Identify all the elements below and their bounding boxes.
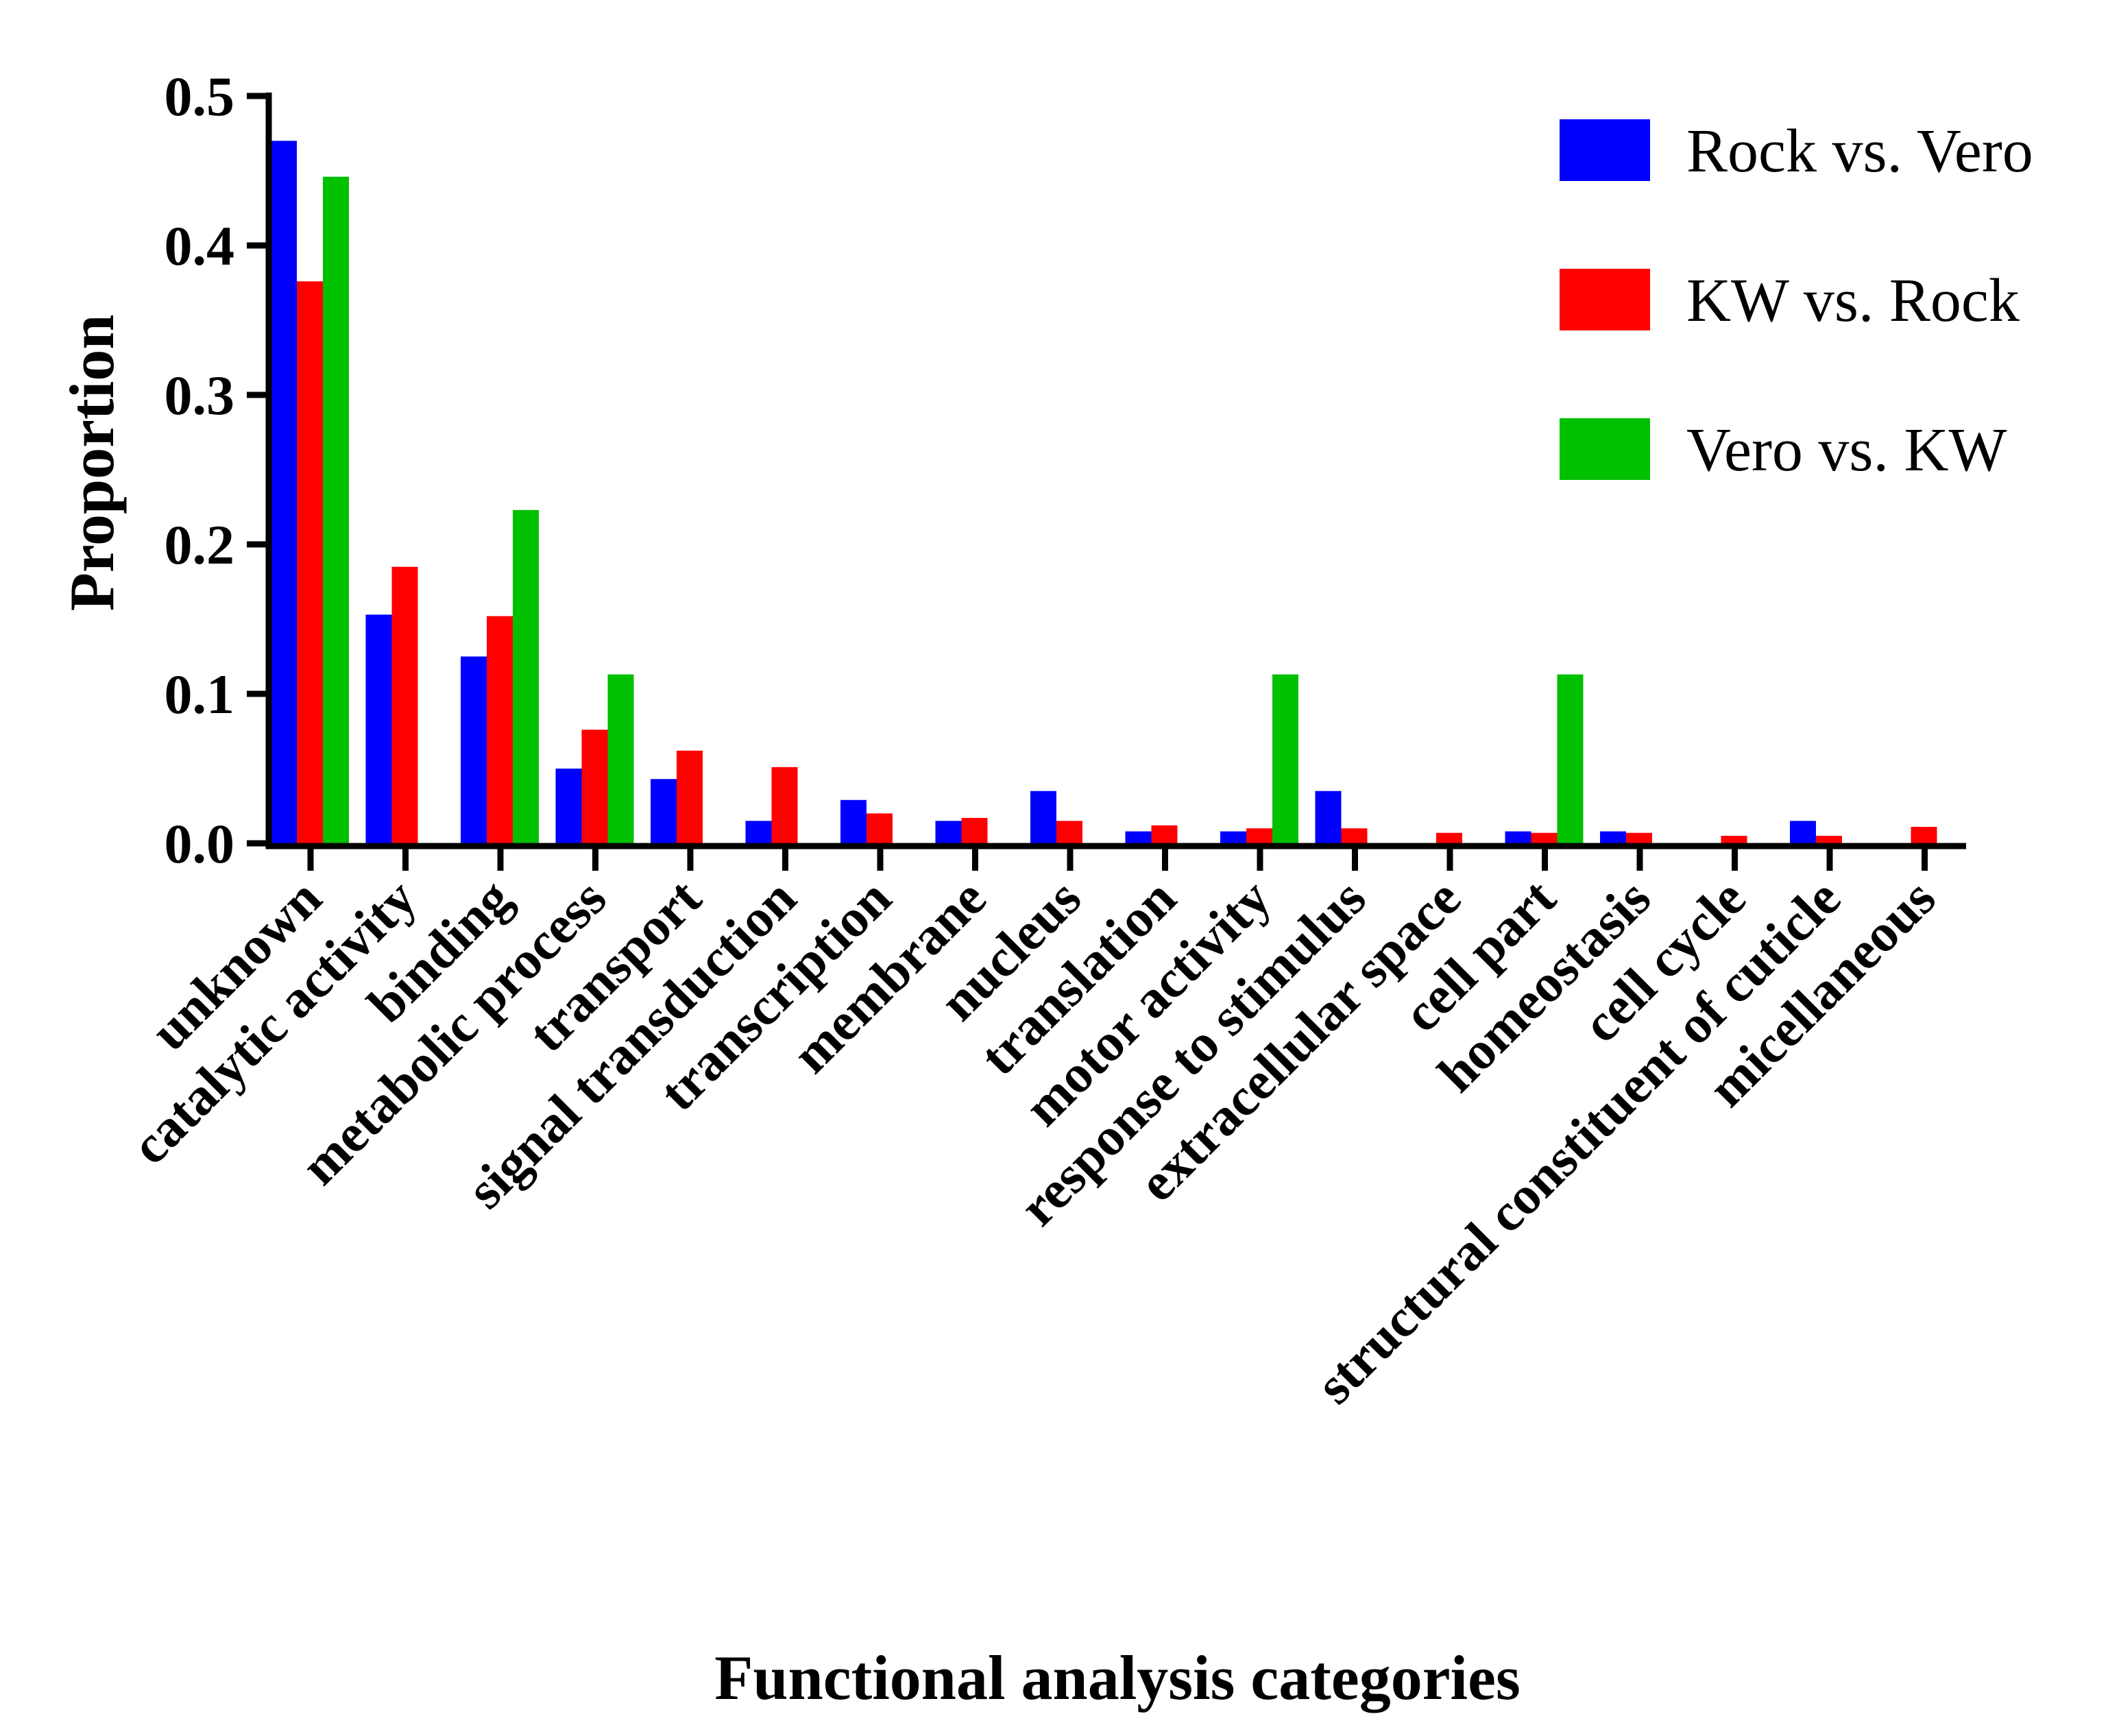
y-tick-label-0.5: 0.5: [165, 65, 235, 128]
bar-kw-vs-rock-metabolic-process: [581, 730, 608, 843]
bar-vero-vs-kw-metabolic-process: [607, 674, 634, 843]
bar-kw-vs-rock-extracellular-space: [1436, 832, 1462, 843]
bar-kw-vs-rock-response-to-stimulus: [1341, 828, 1368, 843]
bar-vero-vs-kw-motor-activity: [1272, 674, 1298, 843]
bar-rock-vs-vero-translation: [1125, 831, 1152, 843]
bar-kw-vs-rock-transcription: [867, 813, 893, 843]
y-axis-title: Proportion: [57, 315, 127, 612]
bar-rock-vs-vero-unknown: [271, 141, 297, 843]
bar-kw-vs-rock-binding: [487, 616, 513, 843]
axes-layer: [265, 93, 1966, 849]
bar-rock-vs-vero-catalytic-activity: [365, 614, 392, 843]
legend-label-kw-vs-rock: KW vs. Rock: [1686, 267, 2020, 335]
legend: Rock vs. Vero KW vs. Rock Vero vs. KW: [1560, 117, 2033, 484]
bar-kw-vs-rock-unknown: [297, 281, 323, 843]
bar-kw-vs-rock-structural-constituent-of-cuticle: [1816, 836, 1842, 843]
bar-kw-vs-rock-transport: [677, 750, 703, 843]
bar-kw-vs-rock-membrane: [961, 817, 988, 843]
y-tick-label-0.1: 0.1: [165, 663, 235, 725]
y-tick-label-0.3: 0.3: [165, 364, 235, 426]
legend-swatch-kw-vs-rock: [1560, 269, 1650, 330]
bar-rock-vs-vero-membrane: [935, 821, 962, 843]
legend-label-rock-vs-vero: Rock vs. Vero: [1686, 117, 2033, 185]
bar-kw-vs-rock-catalytic-activity: [391, 566, 418, 843]
bar-kw-vs-rock-cell-cycle: [1721, 836, 1747, 843]
bar-kw-vs-rock-homeostasis: [1626, 832, 1652, 843]
bar-kw-vs-rock-nucleus: [1056, 821, 1082, 843]
bar-vero-vs-kw-cell-part: [1557, 674, 1584, 843]
bar-rock-vs-vero-homeostasis: [1600, 831, 1626, 843]
bar-rock-vs-vero-transcription: [840, 799, 867, 843]
legend-label-vero-vs-kw: Vero vs. KW: [1686, 416, 2007, 484]
bar-rock-vs-vero-motor-activity: [1220, 831, 1246, 843]
bar-kw-vs-rock-motor-activity: [1246, 828, 1272, 843]
bar-rock-vs-vero-transport: [651, 779, 677, 843]
bar-kw-vs-rock-signal-transduction: [771, 767, 798, 843]
y-ticks: 0.0 0.1 0.2 0.3 0.4 0.5: [165, 65, 269, 875]
bar-rock-vs-vero-binding: [461, 656, 487, 843]
bars-layer: [271, 141, 1937, 844]
bar-vero-vs-kw-binding: [513, 509, 539, 843]
bar-rock-vs-vero-metabolic-process: [555, 769, 582, 843]
legend-swatch-vero-vs-kw: [1560, 418, 1650, 480]
x-axis-title: Functional analysis categories: [714, 1643, 1521, 1713]
bar-kw-vs-rock-micellaneous: [1911, 827, 1937, 843]
bar-kw-vs-rock-translation: [1151, 825, 1178, 843]
y-tick-label-0.0: 0.0: [165, 812, 235, 875]
bar-rock-vs-vero-signal-transduction: [745, 821, 772, 843]
y-tick-label-0.2: 0.2: [165, 514, 235, 576]
bar-vero-vs-kw-unknown: [323, 176, 349, 844]
bar-kw-vs-rock-cell-part: [1531, 832, 1558, 843]
bar-rock-vs-vero-response-to-stimulus: [1315, 791, 1342, 843]
bar-rock-vs-vero-cell-part: [1505, 831, 1531, 843]
bar-rock-vs-vero-structural-constituent-of-cuticle: [1790, 821, 1816, 843]
legend-swatch-rock-vs-vero: [1560, 119, 1650, 181]
bar-rock-vs-vero-nucleus: [1030, 791, 1056, 843]
y-tick-label-0.4: 0.4: [165, 215, 235, 277]
